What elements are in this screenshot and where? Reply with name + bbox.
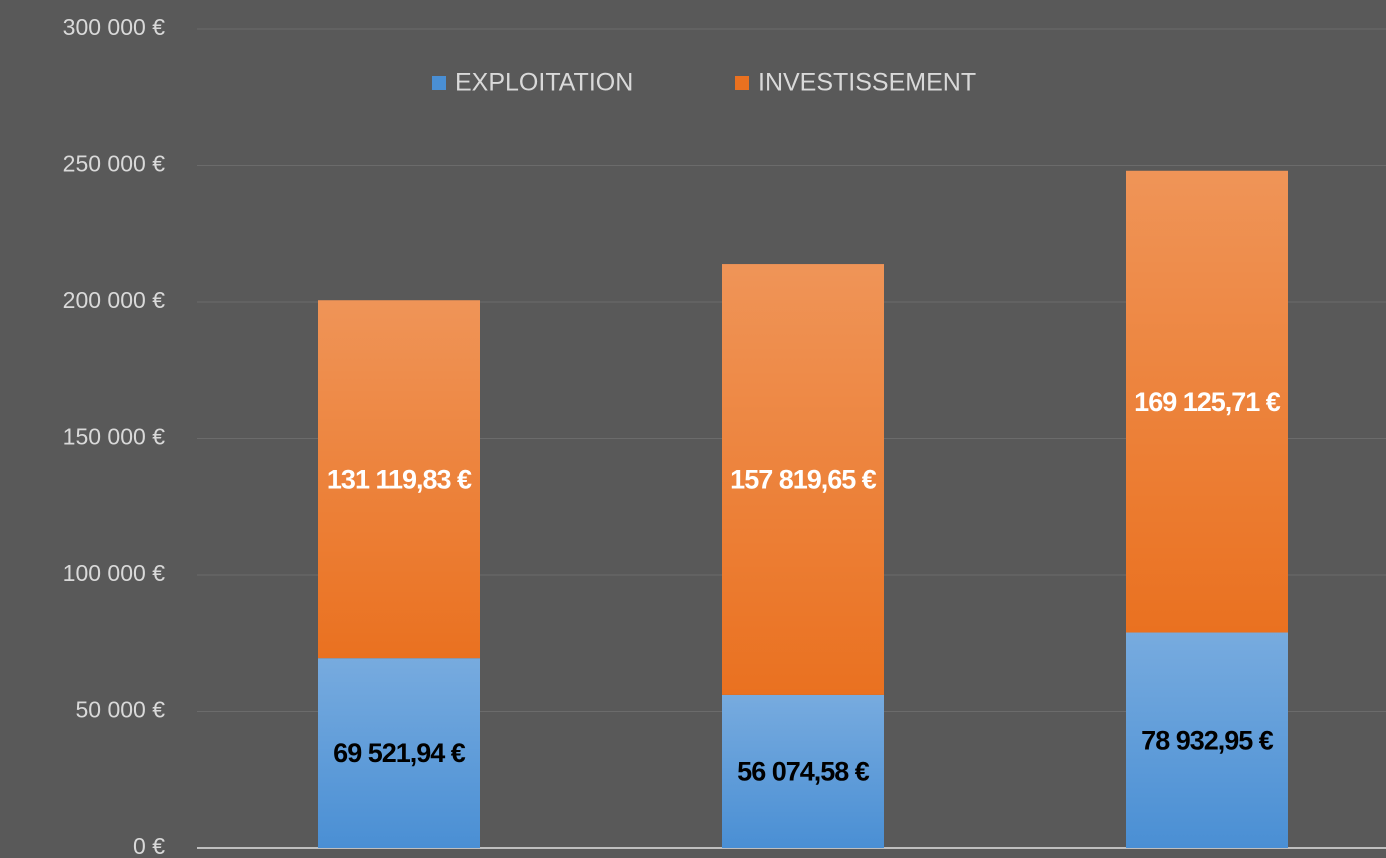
legend-swatch [735, 76, 749, 90]
legend-label: EXPLOITATION [455, 69, 633, 97]
y-tick-label: 250 000 € [63, 151, 166, 177]
y-tick-label: 200 000 € [63, 287, 166, 313]
y-tick-label: 100 000 € [63, 560, 166, 586]
legend-swatch [432, 76, 446, 90]
value-label: 78 932,95 € [1141, 725, 1274, 755]
value-label: 131 119,83 € [327, 464, 472, 494]
y-tick-label: 50 000 € [75, 697, 165, 723]
bar-sheen [722, 694, 884, 848]
y-tick-label: 0 € [133, 833, 165, 858]
bar-sheen [318, 658, 480, 848]
value-label: 56 074,58 € [737, 757, 870, 787]
bar-sheen [318, 300, 480, 659]
value-label: 157 819,65 € [730, 465, 877, 495]
value-label: 69 521,94 € [333, 738, 466, 768]
bar-sheen [722, 264, 884, 695]
y-tick-label: 300 000 € [63, 14, 166, 40]
y-tick-label: 150 000 € [63, 424, 166, 450]
legend-label: INVESTISSEMENT [758, 69, 976, 97]
bar-sheen [1126, 170, 1288, 633]
value-label: 169 125,71 € [1134, 387, 1281, 417]
bar-sheen [1126, 632, 1288, 848]
